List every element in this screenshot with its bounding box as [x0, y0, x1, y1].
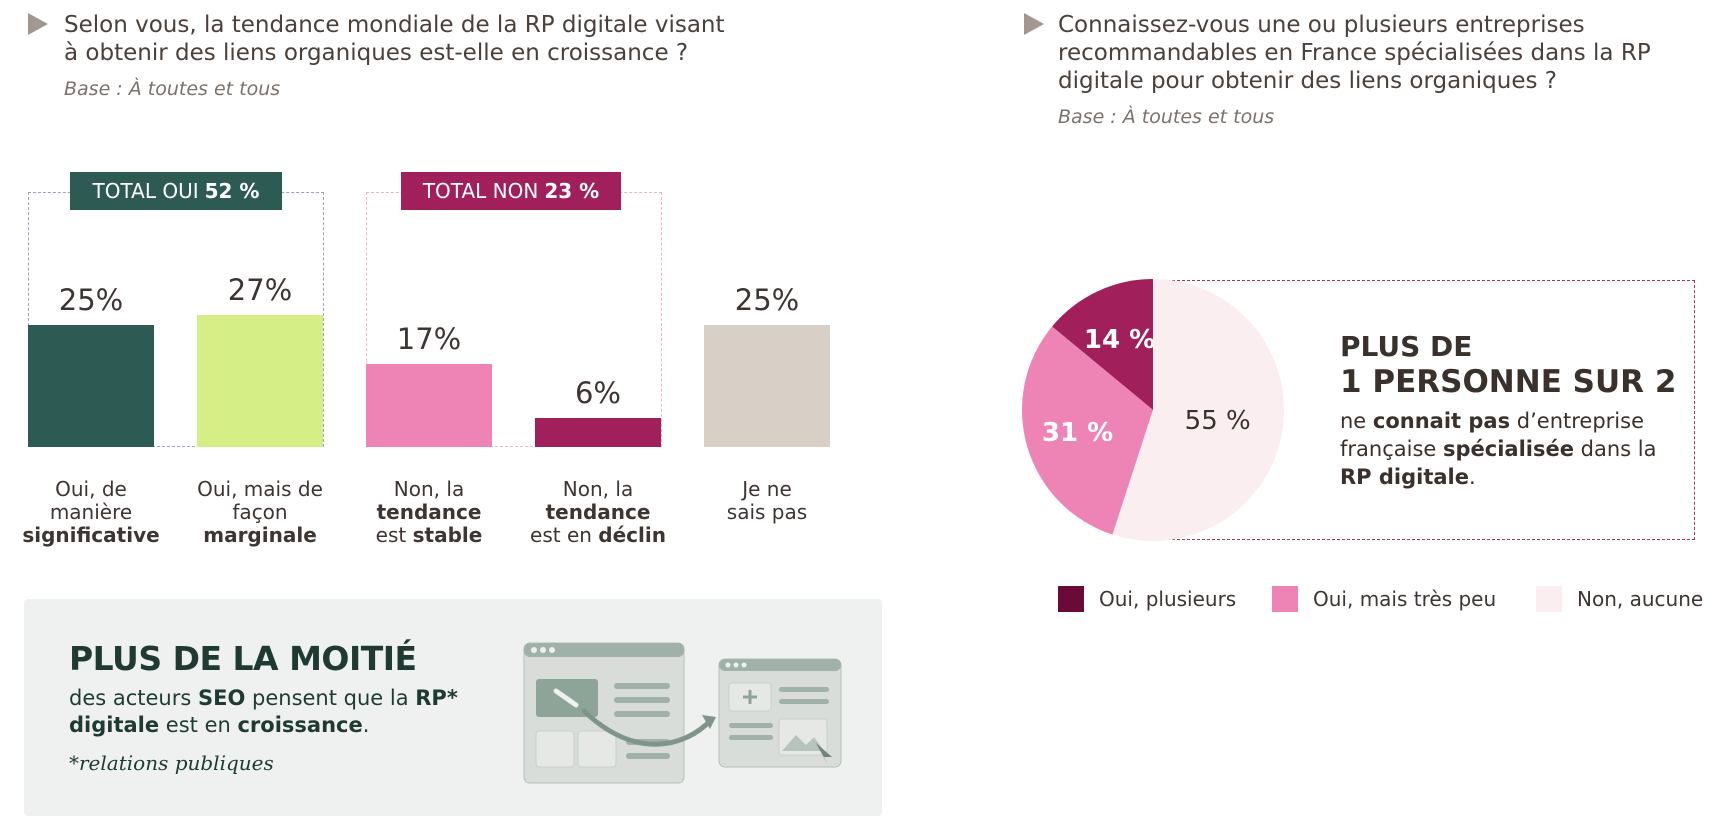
pie-t5: dans la — [1573, 437, 1657, 461]
callout-box: PLUS DE LA MOITIÉ des acteurs SEO pensen… — [24, 599, 882, 816]
bar-4 — [535, 417, 661, 447]
bar-category-label: Non, la tendance est en déclin — [530, 477, 666, 547]
pie-callout-head2: 1 PERSONNE SUR 2 — [1340, 364, 1677, 400]
pie-callout-frame — [1152, 280, 1695, 540]
bar-3 — [366, 363, 492, 447]
bar-1 — [28, 324, 154, 447]
callout-t4: RP* digitale — [69, 686, 458, 737]
total-non-value: 23 % — [544, 179, 600, 203]
legend-label: Oui, plusieurs — [1099, 587, 1237, 611]
callout-text: des acteurs SEO pensent que la RP* digit… — [69, 685, 489, 739]
total-non-badge: TOTAL NON 23 % — [401, 172, 621, 210]
right-question: Connaissez-vous une ou plusieurs entrepr… — [1058, 11, 1651, 95]
bar-2 — [197, 315, 323, 447]
pie-slice-2 — [1022, 326, 1153, 535]
callout-t7: . — [362, 713, 370, 737]
bar-category-label: Je ne sais pas — [726, 477, 808, 524]
pie-t4: spécialisée — [1443, 437, 1574, 461]
pie-t3: d’entreprise française — [1340, 409, 1645, 461]
pie-chart: 14 % 31 % 55 % — [1022, 279, 1284, 541]
left-question-line1: Selon vous, la tendance mondiale de la R… — [64, 12, 725, 38]
bar-value-label: 25% — [58, 282, 124, 317]
pie-t7: . — [1468, 465, 1476, 489]
pie-t2: connait pas — [1372, 409, 1511, 433]
callout-t6: croissance — [237, 713, 363, 737]
legend-label: Oui, mais très peu — [1313, 587, 1497, 611]
browser-window-right-icon — [718, 658, 842, 768]
question-arrow-icon — [1024, 13, 1044, 35]
right-question-line1: Connaissez-vous une ou plusieurs entrepr… — [1058, 12, 1585, 38]
left-base: Base : À toutes et tous — [64, 78, 281, 100]
bar-5 — [704, 324, 830, 447]
bar-category-label: Non, la tendance est stable — [375, 477, 483, 547]
pie-t1: ne — [1340, 409, 1373, 433]
legend-item: Oui, plusieurs — [1058, 586, 1236, 612]
pie-value-label: 31 % — [1042, 418, 1113, 448]
bar-value-label: 27% — [227, 273, 293, 307]
legend-swatch — [1536, 586, 1562, 612]
legend-label: Non, aucune — [1577, 587, 1704, 611]
legend-swatch — [1058, 586, 1084, 612]
pie-callout-text: ne connait pas d’entreprise française sp… — [1340, 407, 1670, 491]
pie-value-label: 55 % — [1185, 406, 1251, 436]
pie-value-label: 14 % — [1084, 325, 1155, 355]
bar-category-label: Oui, mais de façon marginale — [197, 477, 323, 547]
total-non-label: TOTAL NON — [422, 179, 539, 203]
browser-window-left-icon — [523, 642, 685, 784]
pie-t6: RP digitale — [1340, 465, 1469, 489]
bar-value-label: 25% — [734, 282, 800, 317]
pie-callout-head1: PLUS DE — [1340, 330, 1473, 363]
bar-category-label: Oui, de manière significative — [22, 477, 160, 547]
link-arrow-icon — [581, 708, 715, 747]
left-question-line2: à obtenir des liens organiques est-elle … — [64, 40, 689, 66]
callout-t5: est en — [159, 713, 238, 737]
legend-item: Non, aucune — [1536, 586, 1703, 612]
left-question: Selon vous, la tendance mondiale de la R… — [64, 11, 725, 67]
question-arrow-icon — [28, 13, 48, 35]
right-base: Base : À toutes et tous — [1058, 106, 1275, 128]
callout-t3: pensent que la — [245, 686, 416, 710]
browser-link-illustration — [523, 642, 842, 784]
total-oui-label: TOTAL OUI — [92, 179, 199, 203]
right-question-line2: recommandables en France spécialisées da… — [1058, 40, 1651, 66]
callout-title: PLUS DE LA MOITIÉ — [69, 639, 417, 678]
pie-slice-3 — [1112, 279, 1284, 541]
callout-t1: des acteurs — [69, 686, 198, 710]
legend-item: Oui, mais très peu — [1272, 586, 1496, 612]
bar-value-label: 17% — [396, 321, 462, 356]
callout-note: *relations publiques — [69, 751, 274, 775]
pie-slice-1 — [1052, 279, 1153, 410]
right-question-line3: digitale pour obtenir des liens organiqu… — [1058, 68, 1557, 94]
bar-value-label: 6% — [574, 375, 621, 410]
total-oui-value: 52 % — [204, 179, 260, 203]
total-oui-badge: TOTAL OUI 52 % — [70, 172, 282, 210]
legend-swatch — [1272, 586, 1298, 612]
callout-t2: SEO — [198, 686, 246, 710]
